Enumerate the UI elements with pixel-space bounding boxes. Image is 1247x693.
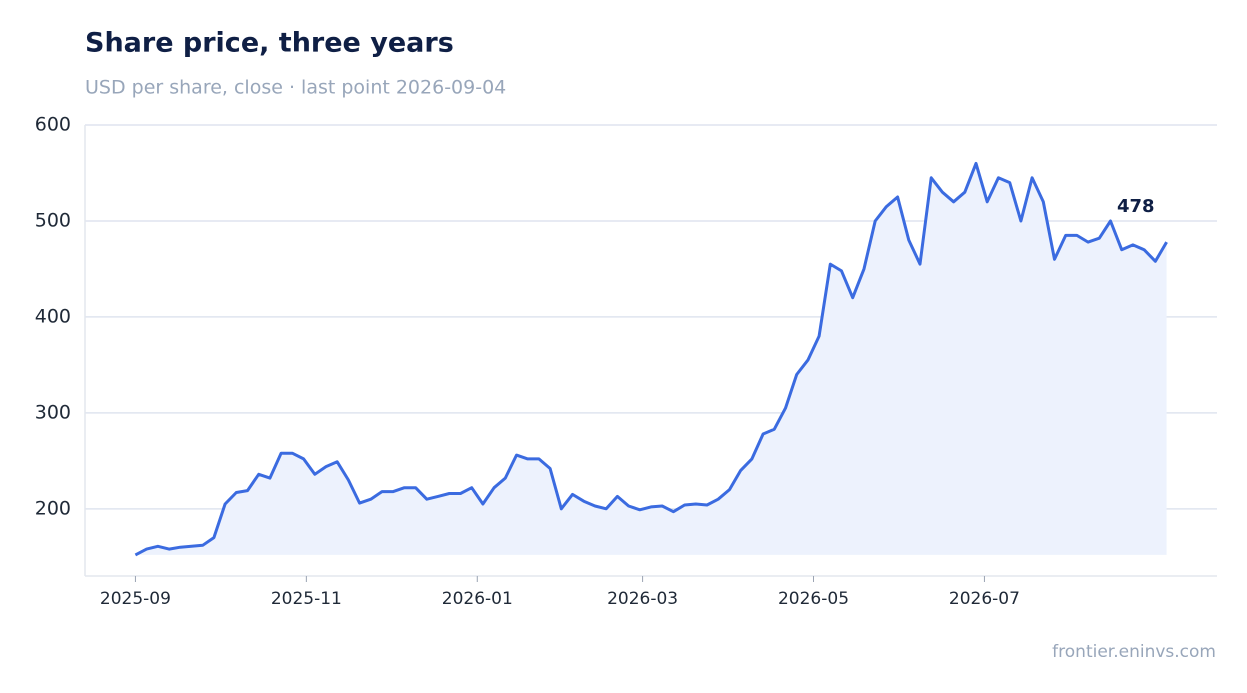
- x-tick-label: 2025-09: [100, 589, 171, 609]
- y-tick-label: 500: [35, 209, 71, 231]
- source: frontier.eninvs.com: [1052, 642, 1216, 662]
- x-tick-label: 2026-01: [442, 589, 513, 609]
- end-label: 478: [1117, 196, 1155, 217]
- x-tick-label: 2026-07: [949, 589, 1020, 609]
- x-tick-label: 2025-11: [271, 589, 342, 609]
- y-tick-label: 600: [35, 114, 71, 136]
- x-tick-label: 2026-03: [607, 589, 678, 609]
- chart-title: Share price, three years: [85, 28, 454, 59]
- y-tick-label: 200: [35, 497, 71, 519]
- y-tick-label: 300: [35, 401, 71, 423]
- chart-subtitle: USD per share, close · last point 2026-0…: [85, 77, 506, 99]
- line: [134, 161, 1168, 557]
- y-tick-label: 400: [35, 305, 71, 327]
- x-tick-label: 2026-05: [778, 589, 849, 609]
- area: [135, 163, 1167, 555]
